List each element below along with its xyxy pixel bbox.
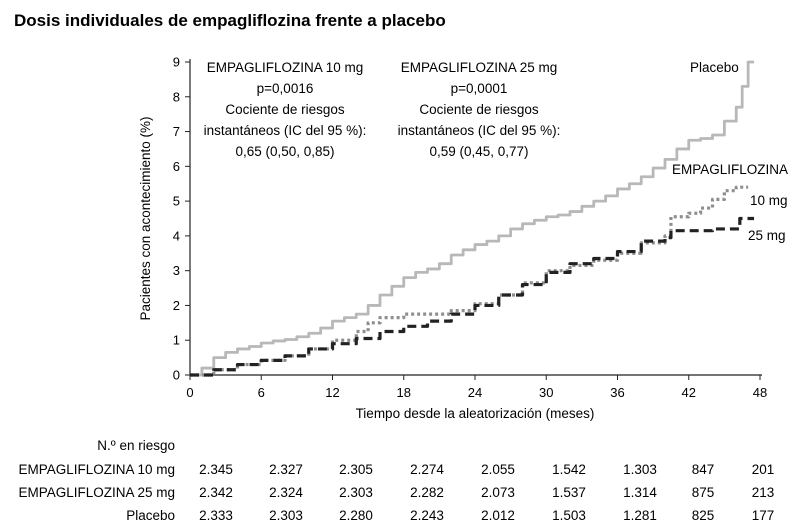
- risk-cell: 2.345: [199, 462, 233, 477]
- risk-cell: 1.303: [623, 462, 657, 477]
- risk-cell: 2.282: [410, 485, 444, 500]
- y-tick-label: 4: [173, 228, 180, 243]
- empagliflozina-10mg-line: [190, 185, 749, 377]
- empagliflozina-label: EMPAGLIFLOZINA: [672, 162, 788, 177]
- risk-row-label: EMPAGLIFLOZINA 25 mg: [18, 485, 175, 500]
- risk-cell: 2.324: [269, 485, 303, 500]
- annotation-2-line: Cociente de riesgos: [419, 102, 539, 117]
- x-tick-label: 42: [682, 385, 696, 400]
- x-tick-label: 24: [468, 385, 482, 400]
- risk-cell: 2.327: [269, 462, 303, 477]
- y-tick-label: 1: [173, 333, 180, 348]
- y-tick-label: 7: [173, 124, 180, 139]
- dose-25mg-label: 25 mg: [748, 228, 786, 243]
- risk-cell: 1.537: [552, 485, 586, 500]
- x-tick-label: 30: [539, 385, 553, 400]
- annotation-1-line: p=0,0016: [257, 81, 314, 96]
- risk-cell: 2.274: [410, 462, 444, 477]
- empagliflozina-25mg-line: [190, 216, 755, 377]
- y-tick-label: 0: [173, 368, 180, 383]
- y-tick-label: 6: [173, 159, 180, 174]
- risk-cell: 213: [752, 485, 775, 500]
- annotation-2-line: instantáneos (IC del 95 %):: [398, 123, 561, 138]
- y-tick-label: 3: [173, 263, 180, 278]
- annotations: EMPAGLIFLOZINA 10 mg p=0,0016 Cociente de …: [204, 60, 561, 159]
- risk-row-label: Placebo: [126, 508, 175, 523]
- risk-cell: 1.542: [552, 462, 586, 477]
- risk-row-label: EMPAGLIFLOZINA 10 mg: [18, 462, 175, 477]
- dose-10mg-label: 10 mg: [750, 193, 788, 208]
- placebo-label: Placebo: [690, 60, 739, 75]
- x-tick-label: 48: [753, 385, 767, 400]
- risk-cell: 201: [752, 462, 775, 477]
- placebo-line: [190, 60, 755, 377]
- y-axis-label: Pacientes con acontecimiento (%): [138, 116, 153, 320]
- annotation-1-line: 0,65 (0,50, 0,85): [235, 144, 334, 159]
- y-tick-label: 5: [173, 194, 180, 209]
- risk-cell: 875: [692, 485, 715, 500]
- annotation-1-line: EMPAGLIFLOZINA 10 mg: [207, 60, 364, 75]
- risk-cell: 825: [692, 508, 715, 523]
- risk-cell: 2.303: [339, 485, 373, 500]
- x-tick-label: 6: [258, 385, 265, 400]
- risk-cell: 1.314: [623, 485, 657, 500]
- risk-table-header: N.º en riesgo: [97, 438, 175, 453]
- risk-cell: 2.073: [481, 485, 515, 500]
- risk-cell: 2.055: [481, 462, 515, 477]
- x-tick-label: 0: [186, 385, 193, 400]
- risk-cell: 2.012: [481, 508, 515, 523]
- risk-table: N.º en riesgo EMPAGLIFLOZINA 10 mg 2.345 2.…: [18, 438, 774, 523]
- x-tick-label: 18: [397, 385, 411, 400]
- risk-cell: 1.503: [552, 508, 586, 523]
- risk-cell: 1.281: [623, 508, 657, 523]
- risk-cell: 2.333: [199, 508, 233, 523]
- x-tick-label: 12: [325, 385, 339, 400]
- chart-title: Dosis individuales de empagliflozina fre…: [14, 11, 446, 30]
- y-tick-label: 9: [173, 55, 180, 70]
- x-tick-label: 36: [610, 385, 624, 400]
- x-axis-label: Tiempo desde la aleatorización (meses): [356, 406, 595, 421]
- y-tick-label: 2: [173, 298, 180, 313]
- annotation-2-line: p=0,0001: [451, 81, 508, 96]
- annotation-1-line: Cociente de riesgos: [225, 102, 345, 117]
- risk-cell: 847: [692, 462, 715, 477]
- y-tick-label: 8: [173, 89, 180, 104]
- series-lines: [190, 60, 755, 377]
- risk-cell: 2.305: [339, 462, 373, 477]
- series-labels: Placebo EMPAGLIFLOZINA 10 mg 25 mg: [672, 60, 788, 243]
- risk-cell: 177: [752, 508, 775, 523]
- risk-cell: 2.280: [339, 508, 373, 523]
- annotation-2-line: EMPAGLIFLOZINA 25 mg: [401, 60, 558, 75]
- risk-cell: 2.303: [269, 508, 303, 523]
- annotation-2-line: 0,59 (0,45, 0,77): [429, 144, 528, 159]
- risk-cell: 2.342: [199, 485, 233, 500]
- risk-cell: 2.243: [410, 508, 444, 523]
- annotation-1-line: instantáneos (IC del 95 %):: [204, 123, 367, 138]
